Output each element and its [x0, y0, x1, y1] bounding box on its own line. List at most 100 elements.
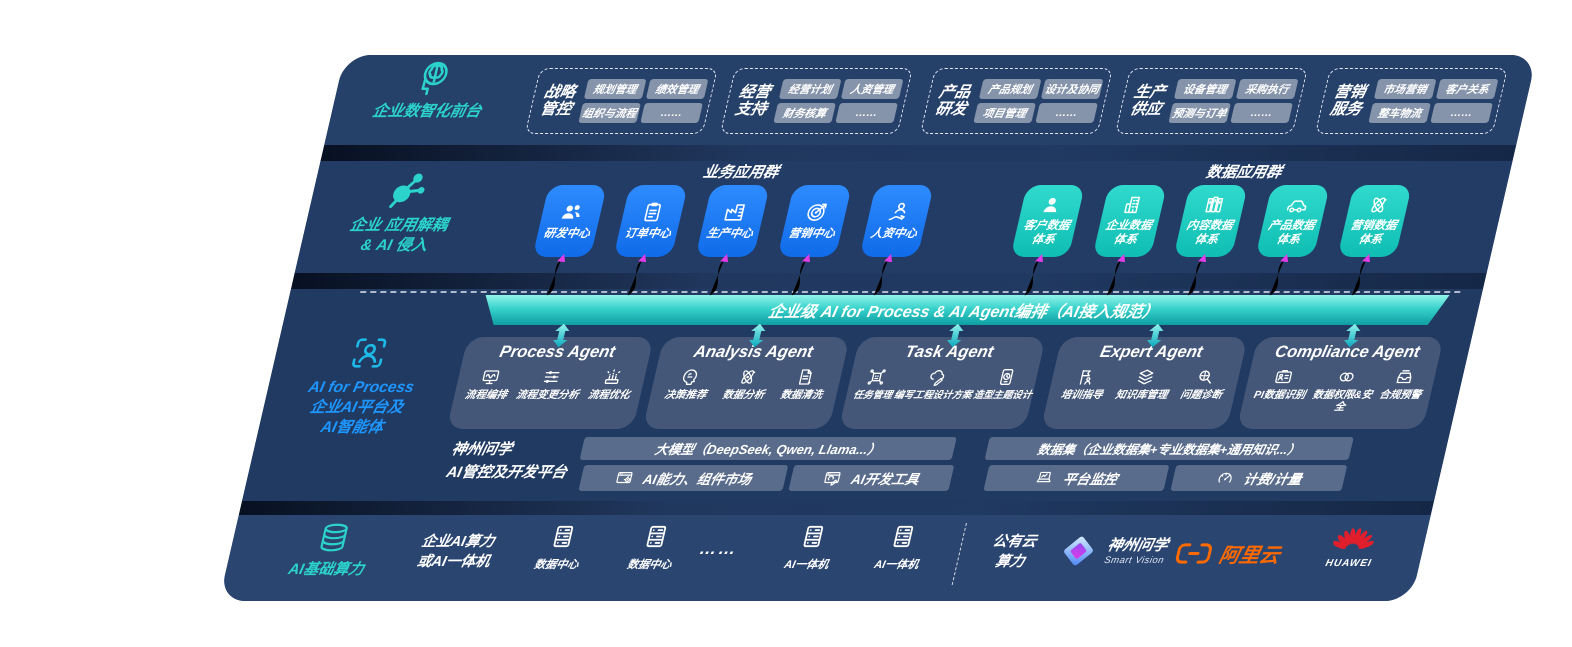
ellipsis-more: ……	[697, 539, 741, 558]
module-pill: 财务核算	[773, 103, 836, 123]
vendor-alibaba-cloud: 阿里云	[1173, 539, 1284, 568]
alibaba-cloud-logo	[1175, 543, 1212, 564]
module-pill: 规划管理	[583, 79, 647, 99]
gauge-icon	[1214, 469, 1236, 487]
agent-capability: 造型主题设计	[972, 367, 1038, 401]
agent-capability: 编写工程设计方案	[893, 367, 978, 401]
layer-edge-shadow	[238, 501, 1435, 515]
hr-growth-icon	[884, 200, 914, 224]
access-spec-dashed-line	[360, 291, 1461, 293]
link-rings-icon	[1334, 367, 1359, 387]
server-icon	[546, 523, 579, 550]
agent-card-process: Process Agent 流程编排 流程变更分析 流程优化	[446, 337, 654, 429]
factory-icon	[720, 200, 750, 224]
module-pill: 采购执行	[1235, 79, 1299, 99]
function-group-marketing: 营销 服务 市场营销 客户关系 整车物流 ……	[1314, 68, 1508, 134]
app-box-rnd-center: 研发中心	[532, 185, 607, 257]
robot-icon	[865, 367, 890, 387]
data-box-content: 内容数据 体系	[1173, 185, 1248, 257]
dev-tools-pill: AI开发工具	[788, 465, 955, 491]
capability-market-pill: AI能力、组件市场	[578, 465, 789, 491]
ai-appliance-node: AI一体机	[859, 523, 942, 572]
module-pill: 经营计划	[778, 79, 842, 99]
data-box-product: 产品数据 体系	[1255, 185, 1330, 257]
atom-icon	[735, 367, 760, 387]
data-box-marketing: 营销数据 体系	[1337, 185, 1412, 257]
agent-capability: PI数据识别	[1252, 367, 1311, 402]
vendor-smart-vision: 神州问学 Smart Vision	[1054, 531, 1171, 571]
ai-orchestration-banner: 企业级 AI for Process & AI Agent编排（AI接入规范）	[479, 295, 1450, 325]
dataset-bar: 数据集（企业数据集+专业数据集+通用知识...）	[984, 437, 1354, 460]
diagnose-icon	[1193, 367, 1218, 387]
agent-capability: 数据权限&安全	[1308, 367, 1379, 414]
module-pill: ……	[1230, 103, 1293, 123]
data-box-enterprise: 企业数据 体系	[1092, 185, 1167, 257]
module-pill: 设备管理	[1173, 79, 1237, 99]
clipboard-icon	[638, 200, 668, 224]
module-pill: ……	[1035, 103, 1098, 123]
monitor-pill: 平台监控	[983, 465, 1170, 491]
group-modules: 产品规划 设计及协同 项目管理 ……	[973, 79, 1104, 123]
huawei-logo	[1332, 528, 1375, 549]
infra-band: AI基础算力 企业AI算力 或AI一体机 数据中心 数据中心 …… AI一体机	[218, 515, 1431, 601]
group-modules: 规划管理 绩效管理 组织与流程 ……	[578, 79, 709, 123]
model-bar: 大模型（DeepSeek, Qwen, Llama...）	[579, 437, 957, 460]
module-pill: 组织与流程	[578, 103, 641, 123]
module-pill: ……	[640, 103, 703, 123]
agent-capability: 流程优化	[587, 367, 637, 402]
agent-card-analysis: Analysis Agent 决策推荐 数据分析 数据清洗	[642, 337, 850, 429]
person-icon	[1038, 194, 1065, 216]
application-band: 企业 应用解耦 & AI 侵入 业务应用群 研发中心 订单中心 生产中心 营销中…	[294, 161, 1513, 273]
function-group-operation: 经营 支持 经营计划 人资管理 财务核算 ……	[719, 68, 913, 134]
training-icon	[1074, 367, 1099, 387]
server-icon	[886, 523, 919, 550]
agent-capability: 培训指导	[1059, 367, 1109, 402]
function-group-strategy: 战略 管控 规划管理 绩效管理 组织与流程 ……	[524, 68, 718, 134]
id-card-icon	[1272, 367, 1297, 387]
module-pill: 客户关系	[1435, 79, 1499, 99]
app-box-production-center: 生产中心	[695, 185, 770, 257]
infra-legend: AI基础算力	[279, 521, 383, 580]
group-modules: 市场营销 客户关系 整车物流 ……	[1368, 79, 1499, 123]
module-pill: 设计及协同	[1040, 79, 1104, 99]
smart-vision-logo	[1064, 536, 1093, 566]
agent-capability: 流程变更分析	[515, 367, 585, 402]
server-icon	[796, 523, 829, 550]
enterprise-compute-label: 企业AI算力 或AI一体机	[415, 534, 497, 570]
app-box-marketing-center: 营销中心	[777, 185, 852, 257]
flow-icon	[478, 367, 503, 387]
module-pill: 市场营销	[1373, 79, 1437, 99]
agent-capability: 决策推荐	[663, 367, 713, 402]
agent-capability: 知识库管理	[1114, 367, 1174, 402]
group-modules: 设备管理 采购执行 预测与订单 ……	[1168, 79, 1299, 123]
module-pill: ……	[1430, 103, 1493, 123]
app-layer-label: 企业 应用解耦 & AI 侵入	[348, 217, 450, 255]
layer-edge-shadow	[290, 273, 1487, 289]
window-pen-icon	[822, 469, 844, 487]
tablet-check-icon	[995, 367, 1020, 387]
module-pill: 产品规划	[978, 79, 1042, 99]
neuron-network-icon	[381, 169, 433, 211]
app-box-order-center: 订单中心	[613, 185, 688, 257]
module-pill: 整车物流	[1368, 103, 1431, 123]
brain-head-icon	[411, 59, 458, 97]
laptop-monitor-icon	[1033, 469, 1055, 487]
person-scan-icon	[345, 333, 394, 373]
database-icon	[313, 521, 354, 554]
business-app-group-title: 业务应用群	[701, 164, 781, 181]
ai-layer-label: AI for Process 企业AI平台及 AI智能体	[306, 379, 416, 437]
agent-capability: 问题诊断	[1179, 367, 1229, 402]
optimize-icon	[601, 367, 626, 387]
data-box-customer: 客户数据 体系	[1010, 185, 1085, 257]
books-icon	[1201, 194, 1228, 216]
team-icon	[557, 200, 587, 224]
decision-head-icon	[677, 367, 702, 387]
server-icon	[639, 523, 672, 550]
billing-pill: 计费/计量	[1170, 465, 1348, 491]
module-pill: ……	[835, 103, 898, 123]
doc-clean-icon	[793, 367, 818, 387]
cloud-pen-icon	[925, 367, 950, 387]
window-gear-icon	[613, 469, 635, 487]
group-modules: 经营计划 人资管理 财务核算 ……	[773, 79, 904, 123]
